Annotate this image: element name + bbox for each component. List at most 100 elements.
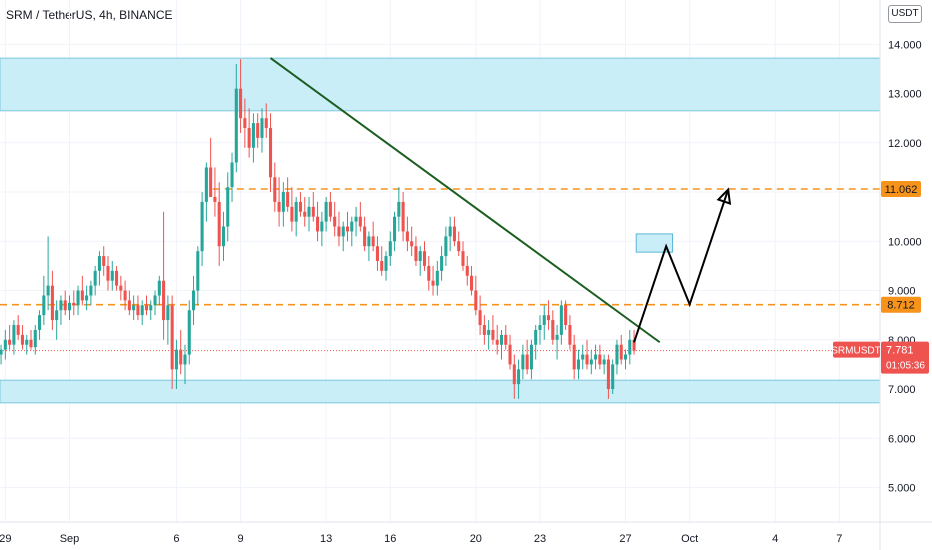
time-tick-label: 23 [534, 533, 546, 545]
candle-body [16, 325, 20, 335]
candle-body [559, 305, 563, 335]
price-zone [0, 379, 881, 404]
candle-body [72, 302, 76, 306]
target-box[interactable] [635, 233, 674, 253]
candle-body [474, 290, 478, 311]
candle-body [393, 216, 397, 242]
candle-body [260, 118, 264, 138]
candle-body [243, 118, 247, 129]
price-projection-path[interactable] [633, 189, 730, 343]
candle-body [576, 359, 581, 370]
time-tick-label: 13 [320, 533, 332, 545]
candle-body [191, 290, 196, 311]
price-tick-label: 12.000 [888, 138, 922, 150]
candle-body [435, 270, 439, 286]
descending-trendline[interactable] [269, 57, 661, 344]
candlestick-series [0, 59, 636, 399]
candle-body [418, 251, 422, 261]
candle-body [63, 300, 67, 311]
time-axis[interactable]: 29 Sep 6 9 13 16 20 23 27 Oct 4 7 [0, 533, 842, 545]
candle-body [174, 349, 178, 370]
current-price-tag: SRMUSDT 7.781 01:05:36 [831, 341, 929, 374]
candle-body [354, 216, 358, 222]
price-axis[interactable]: 5.0006.0007.0008.0009.00010.00011.00012.… [888, 39, 922, 494]
price-zone [0, 57, 881, 112]
candle-body [209, 167, 213, 197]
candle-body [431, 280, 435, 286]
support-resistance-zones [0, 57, 881, 404]
candle-body [551, 320, 555, 340]
candle-body [602, 359, 606, 365]
candle-body [12, 325, 16, 345]
candle-body [521, 354, 525, 370]
projection-arrowhead-icon [716, 187, 732, 205]
candle-body [153, 295, 157, 306]
candle-body [89, 285, 93, 296]
time-tick-label: 9 [238, 533, 244, 545]
candle-body [465, 265, 469, 276]
candle-body [50, 285, 54, 321]
candle-body [140, 305, 144, 316]
candle-body [457, 241, 461, 252]
candle-body [499, 334, 504, 345]
candle-body [482, 325, 486, 335]
candle-body [234, 88, 238, 163]
candle-body [230, 162, 234, 188]
candle-body [358, 216, 362, 227]
candle-body [119, 285, 123, 291]
candle-body [380, 261, 384, 271]
currency-button[interactable]: USDT [888, 5, 922, 23]
candle-body [546, 315, 551, 321]
candle-body [162, 280, 166, 321]
price-tag-countdown: 01:05:36 [886, 361, 925, 372]
candle-body [29, 339, 33, 348]
candle-body [127, 300, 131, 311]
price-tag-value-bg [881, 341, 929, 374]
candle-body [611, 364, 615, 390]
candle-body [115, 270, 119, 286]
candle-body [512, 364, 516, 385]
candle-body [414, 246, 418, 261]
candle-body [470, 275, 474, 291]
candle-body [264, 118, 268, 129]
candle-body [615, 344, 619, 365]
candle-body [337, 226, 341, 237]
candle-body [401, 201, 405, 232]
candle-body [581, 354, 585, 360]
candle-body [568, 325, 572, 345]
candle-body [286, 192, 290, 207]
candle-body [585, 354, 589, 365]
price-tag-value: 7.781 [886, 345, 914, 357]
candle-body [320, 221, 324, 232]
candle-body [384, 256, 388, 271]
candle-body [452, 226, 456, 242]
candle-body [136, 305, 140, 316]
candle-body [179, 349, 183, 365]
price-tag-symbol-bg [833, 341, 880, 358]
candle-body [200, 201, 204, 252]
candle-body [33, 329, 37, 348]
candle-body [20, 334, 24, 345]
time-tick-label: 29 [0, 533, 11, 545]
candle-body [221, 226, 226, 247]
candle-body [76, 290, 80, 306]
candle-body [311, 206, 315, 217]
candle-body [628, 339, 632, 355]
candle-body [59, 300, 63, 311]
price-tick-label: 14.000 [888, 39, 922, 51]
candle-body [251, 123, 255, 148]
candle-body [572, 344, 576, 370]
candle-body [110, 270, 114, 281]
candle-body [397, 201, 401, 217]
level-tag-label: 11.062 [885, 184, 918, 196]
candle-body [80, 290, 84, 301]
candle-body [273, 177, 277, 202]
level-tag-bg [881, 181, 921, 198]
time-tick-label: Sep [60, 533, 80, 545]
candle-body [46, 285, 50, 296]
candle-body [166, 305, 170, 321]
candle-body [196, 251, 200, 291]
candle-body [42, 295, 46, 316]
level-tag-bg [881, 296, 921, 313]
